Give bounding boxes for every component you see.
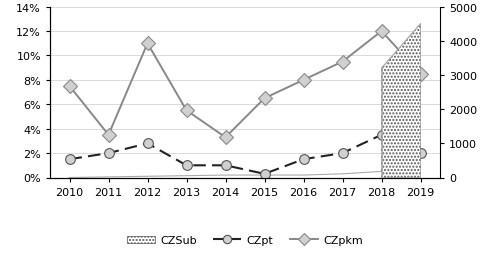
- Legend: CZSub, CZpt, CZpkm: CZSub, CZpt, CZpkm: [122, 231, 368, 250]
